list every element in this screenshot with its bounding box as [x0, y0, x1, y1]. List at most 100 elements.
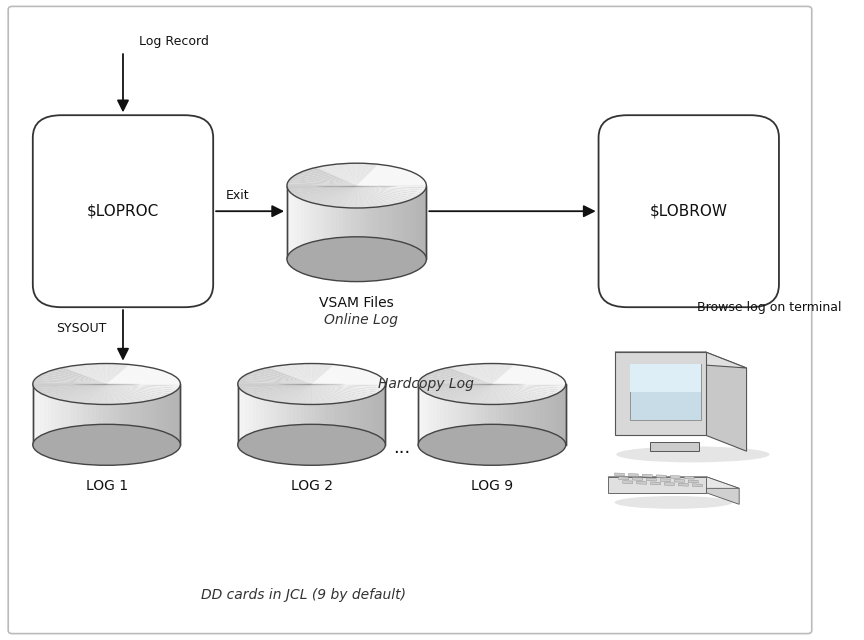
Polygon shape [492, 384, 562, 392]
Polygon shape [293, 175, 357, 186]
Polygon shape [238, 382, 312, 384]
Polygon shape [35, 384, 106, 390]
Polygon shape [70, 384, 73, 445]
Polygon shape [77, 384, 80, 445]
Polygon shape [424, 384, 492, 394]
Polygon shape [304, 186, 308, 259]
Ellipse shape [287, 237, 426, 282]
Polygon shape [492, 384, 566, 386]
Polygon shape [262, 384, 312, 401]
Polygon shape [312, 382, 385, 384]
Polygon shape [492, 367, 542, 384]
Text: Log Record: Log Record [139, 35, 209, 48]
Polygon shape [321, 186, 357, 206]
Polygon shape [459, 384, 462, 445]
Polygon shape [41, 384, 44, 445]
Polygon shape [359, 384, 363, 445]
Polygon shape [444, 384, 448, 445]
Polygon shape [357, 169, 409, 186]
Polygon shape [615, 352, 706, 435]
Polygon shape [481, 384, 485, 445]
Polygon shape [492, 372, 556, 384]
Polygon shape [334, 384, 338, 445]
Polygon shape [106, 384, 166, 397]
Polygon shape [125, 384, 129, 445]
Polygon shape [518, 384, 522, 445]
Polygon shape [99, 384, 103, 445]
Polygon shape [106, 382, 181, 384]
Polygon shape [492, 364, 499, 384]
Polygon shape [388, 186, 391, 259]
Polygon shape [540, 384, 543, 445]
Polygon shape [73, 384, 77, 445]
Polygon shape [106, 384, 150, 402]
Polygon shape [88, 384, 92, 445]
Polygon shape [335, 186, 357, 207]
Polygon shape [437, 384, 492, 399]
Polygon shape [293, 186, 357, 197]
Polygon shape [287, 183, 357, 186]
Polygon shape [678, 483, 689, 486]
Polygon shape [312, 384, 385, 388]
Polygon shape [336, 186, 340, 259]
Polygon shape [245, 374, 312, 384]
Polygon shape [451, 384, 455, 445]
Polygon shape [657, 475, 666, 478]
Polygon shape [492, 364, 507, 384]
Polygon shape [499, 384, 503, 445]
Text: Hardcopy Log: Hardcopy Log [378, 377, 474, 391]
Polygon shape [419, 186, 422, 259]
Polygon shape [106, 384, 177, 392]
Polygon shape [650, 442, 699, 451]
Polygon shape [57, 367, 106, 384]
Polygon shape [304, 384, 312, 404]
Polygon shape [381, 186, 384, 259]
Polygon shape [312, 366, 355, 384]
Polygon shape [275, 384, 278, 445]
Polygon shape [321, 165, 357, 186]
Polygon shape [353, 384, 356, 445]
Polygon shape [492, 384, 564, 390]
Polygon shape [312, 364, 327, 384]
Polygon shape [290, 177, 357, 186]
Polygon shape [371, 186, 374, 259]
Polygon shape [357, 186, 378, 207]
Polygon shape [106, 380, 180, 384]
Polygon shape [492, 384, 529, 403]
Polygon shape [293, 384, 297, 445]
Polygon shape [422, 376, 492, 384]
FancyBboxPatch shape [33, 115, 213, 307]
Polygon shape [462, 365, 492, 384]
Polygon shape [106, 374, 174, 384]
Polygon shape [52, 369, 106, 384]
Polygon shape [312, 384, 361, 401]
Polygon shape [329, 186, 333, 259]
Polygon shape [522, 384, 525, 445]
Polygon shape [289, 384, 312, 404]
Polygon shape [312, 369, 366, 384]
Polygon shape [462, 384, 492, 403]
Polygon shape [462, 384, 467, 445]
Polygon shape [268, 366, 312, 384]
Polygon shape [488, 384, 492, 445]
Polygon shape [364, 186, 367, 259]
Polygon shape [106, 365, 137, 384]
Polygon shape [420, 378, 492, 384]
Polygon shape [416, 186, 419, 259]
Polygon shape [436, 384, 441, 445]
Polygon shape [257, 384, 260, 445]
Polygon shape [36, 376, 106, 384]
Polygon shape [630, 364, 701, 420]
Polygon shape [84, 384, 106, 404]
Polygon shape [129, 384, 132, 445]
Polygon shape [328, 164, 357, 186]
Polygon shape [312, 380, 385, 384]
Polygon shape [239, 378, 312, 384]
Polygon shape [42, 384, 106, 396]
Polygon shape [492, 365, 522, 384]
Polygon shape [289, 186, 357, 193]
Polygon shape [608, 477, 740, 488]
Polygon shape [248, 384, 312, 396]
Polygon shape [238, 380, 312, 384]
Polygon shape [684, 476, 694, 479]
